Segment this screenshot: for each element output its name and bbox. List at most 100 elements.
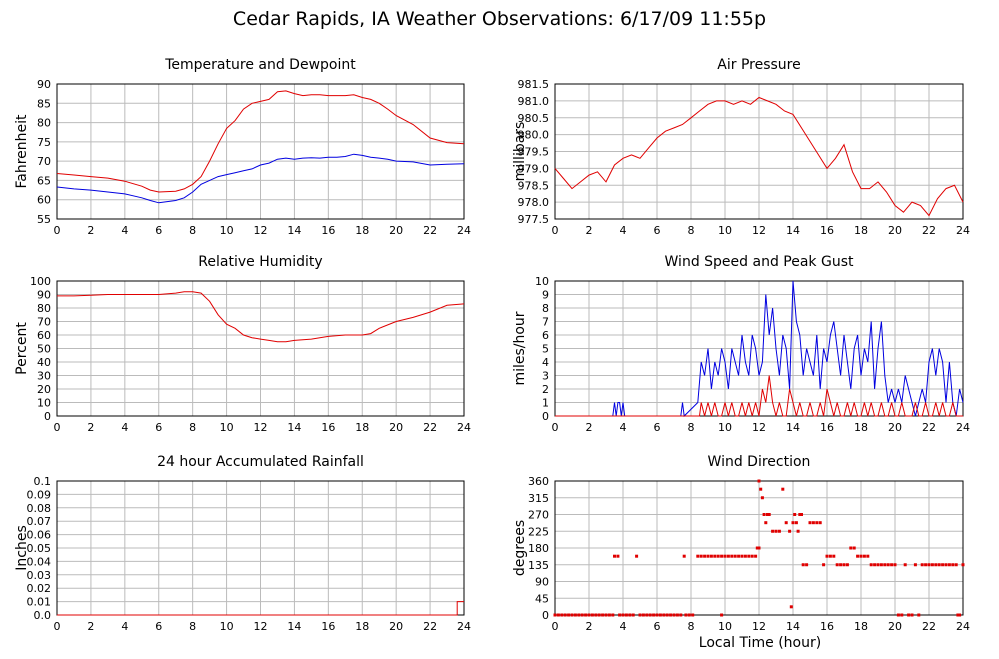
pressure-xtick-label: 18 — [854, 224, 868, 237]
humidity-ytick-label: 0 — [44, 410, 51, 423]
pressure-ytick-label: 979.0 — [518, 162, 550, 175]
winddir-xtick-label: 14 — [786, 620, 800, 633]
humidity-xtick-label: 20 — [389, 421, 403, 434]
winddir-point — [958, 613, 962, 617]
winddir-point — [709, 554, 713, 558]
temp-xtick-label: 22 — [423, 224, 437, 237]
winddir-point — [825, 554, 829, 558]
winddir-point — [672, 613, 676, 617]
winddir-point — [587, 613, 591, 617]
winddir-point — [616, 554, 620, 558]
winddir-point — [791, 521, 795, 525]
winddir-xtick-label: 4 — [620, 620, 627, 633]
temp-xtick-label: 24 — [457, 224, 471, 237]
winddir-point — [638, 613, 642, 617]
humidity-xtick-label: 16 — [321, 421, 335, 434]
winddir-point — [737, 554, 741, 558]
winddir-point — [805, 563, 809, 567]
winddir-point — [890, 563, 894, 567]
temp-xtick-label: 14 — [287, 224, 301, 237]
winddir-point — [852, 546, 856, 550]
pressure-xtick-label: 22 — [922, 224, 936, 237]
wind-ytick-label: 7 — [542, 316, 549, 329]
winddir-point — [621, 613, 625, 617]
humidity-ytick-label: 10 — [37, 397, 51, 410]
rain-ytick-label: 0.02 — [27, 582, 52, 595]
winddir-point — [618, 613, 622, 617]
winddir-point — [679, 613, 683, 617]
winddir-ytick-label: 360 — [528, 475, 549, 488]
winddir-point — [750, 554, 754, 558]
humidity-xtick-label: 24 — [457, 421, 471, 434]
winddir-point — [624, 613, 628, 617]
humidity-title: Relative Humidity — [198, 254, 322, 270]
winddir-point — [766, 513, 769, 516]
winddir-point — [726, 554, 730, 558]
winddir-ylabel: degrees — [512, 520, 528, 576]
winddir-xtick-label: 22 — [922, 620, 936, 633]
wind-xtick-label: 6 — [654, 421, 661, 434]
winddir-ytick-label: 315 — [528, 492, 549, 505]
winddir-point — [793, 513, 797, 516]
wind-xtick-label: 8 — [688, 421, 695, 434]
winddir-point — [764, 521, 768, 525]
winddir-point — [822, 563, 826, 567]
wind-xtick-label: 14 — [786, 421, 800, 434]
rain-ytick-label: 0.09 — [27, 488, 52, 501]
winddir-point — [713, 554, 717, 558]
winddir-point — [682, 554, 686, 558]
rain-xtick-label: 6 — [155, 620, 162, 633]
rain-ytick-label: 0.04 — [27, 555, 52, 568]
winddir-point — [590, 613, 594, 617]
winddir-point — [869, 563, 873, 567]
pressure-ytick-label: 979.5 — [518, 146, 550, 159]
wind-xtick-label: 24 — [956, 421, 970, 434]
winddir-title: Wind Direction — [708, 454, 811, 470]
humidity-xtick-label: 10 — [220, 421, 234, 434]
humidity-ytick-label: 100 — [30, 275, 51, 288]
winddir-point — [954, 563, 958, 567]
pressure-frame — [554, 83, 964, 220]
winddir-point — [675, 613, 679, 617]
winddir-point — [720, 613, 724, 617]
winddir-point — [641, 613, 645, 617]
winddir-point — [866, 554, 870, 558]
pressure-xtick-label: 10 — [718, 224, 732, 237]
temp-xtick-label: 2 — [87, 224, 94, 237]
temp-ytick-label: 90 — [37, 78, 51, 91]
rain-xtick-label: 18 — [355, 620, 369, 633]
winddir-point — [607, 613, 611, 617]
winddir-point — [947, 563, 951, 567]
pressure-xtick-label: 2 — [586, 224, 593, 237]
winddir-point — [873, 563, 877, 567]
rain-ytick-label: 0.1 — [34, 475, 52, 488]
temp-ytick-label: 80 — [37, 117, 51, 130]
winddir-point — [563, 613, 567, 617]
winddir-point — [849, 546, 853, 550]
winddir-point — [828, 554, 832, 558]
winddir-point — [628, 613, 632, 617]
winddir-xtick-label: 18 — [854, 620, 868, 633]
rain-xtick-label: 4 — [121, 620, 128, 633]
wind-ytick-label: 10 — [535, 275, 549, 288]
winddir-point — [920, 563, 924, 567]
winddir-point — [937, 563, 941, 567]
rain-xtick-label: 0 — [54, 620, 61, 633]
temp-ylabel: Fahrenheit — [14, 114, 30, 189]
humidity-xtick-label: 4 — [121, 421, 128, 434]
humidity-xtick-label: 22 — [423, 421, 437, 434]
humidity-ytick-label: 40 — [37, 356, 51, 369]
winddir-point — [879, 563, 883, 567]
rain-title: 24 hour Accumulated Rainfall — [157, 454, 364, 470]
wind-xtick-label: 2 — [586, 421, 593, 434]
winddir-point — [907, 613, 911, 617]
winddir-point — [762, 513, 766, 516]
rain-xtick-label: 22 — [423, 620, 437, 633]
pressure-xtick-label: 8 — [688, 224, 695, 237]
humidity-xtick-label: 8 — [189, 421, 196, 434]
humidity-frame — [56, 280, 465, 417]
